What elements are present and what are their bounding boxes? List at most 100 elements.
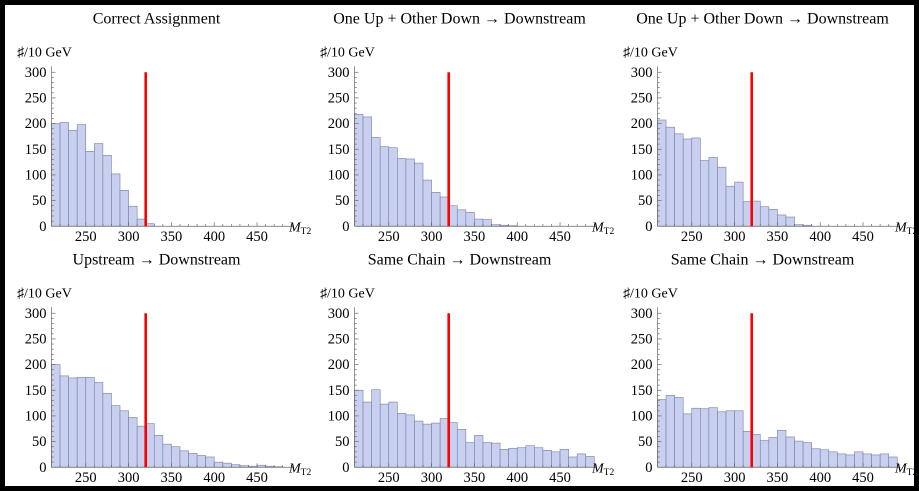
histogram-bar [102, 155, 112, 227]
histogram-bar [777, 429, 787, 468]
x-tick-label: 250 [681, 469, 703, 485]
histogram-bar [534, 446, 544, 468]
histogram-bar [708, 157, 718, 227]
y-tick-label: 300 [631, 305, 653, 321]
y-tick-label: 200 [25, 357, 47, 373]
y-axis-label: ♯/10 GeV [320, 286, 375, 301]
histogram-bar [119, 190, 129, 227]
histogram-bar [691, 137, 701, 227]
panel-title: Upstream → Downstream [73, 251, 242, 268]
histogram-bar [414, 162, 424, 227]
histogram-bar [102, 392, 112, 468]
plot-area: 250 300 350 400 450 0 50 100 150 200 250 300 [631, 305, 899, 485]
histogram-bar [568, 456, 578, 468]
histogram-bar [819, 449, 830, 468]
plot-area: 250 300 350 400 450 0 50 100 150 200 250 300 [25, 65, 293, 245]
x-axis-label-subscript: T2 [604, 467, 615, 477]
histogram-bar [474, 434, 484, 468]
histogram-bar [414, 420, 424, 468]
axes [657, 66, 899, 227]
histogram-bar [879, 453, 890, 468]
y-tick-label: 100 [25, 167, 47, 183]
histogram-bar [68, 377, 78, 468]
axes [657, 306, 899, 468]
histogram-bar [405, 158, 415, 227]
histogram-bar [379, 403, 390, 468]
histogram-panel-oneup-otherdown-a: 250 300 350 400 450 0 50 100 150 200 250 300 One Up… [308, 5, 614, 246]
histogram-bar [371, 388, 381, 468]
histogram-bar [431, 192, 441, 227]
x-tick-label: 300 [118, 469, 140, 485]
x-axis-label: MT2 [591, 461, 614, 478]
histogram-bar [362, 401, 372, 468]
x-tick-label: 400 [203, 229, 225, 245]
histogram-bar [94, 381, 104, 468]
figure-frame: 250 300 350 400 450 0 50 100 150 200 250 300 Correc… [5, 5, 917, 486]
histogram-bars [51, 363, 284, 468]
y-tick-label: 100 [328, 167, 350, 183]
panel-title: One Up + Other Down → Downstream [333, 10, 586, 27]
histogram-bar [525, 444, 535, 468]
y-tick-label: 200 [25, 116, 47, 132]
y-tick-label: 200 [631, 116, 653, 132]
y-tick-label: 0 [645, 459, 652, 475]
y-tick-label: 300 [25, 65, 47, 81]
y-tick-label: 0 [342, 459, 349, 475]
histogram-bar [759, 206, 770, 227]
y-axis-label: ♯/10 GeV [320, 45, 375, 60]
histogram-bar [354, 389, 364, 468]
histogram-bar [491, 442, 501, 468]
y-tick-label: 0 [39, 459, 46, 475]
histogram-plot-2: 250 300 350 400 450 0 50 100 150 200 250 300 One Up… [320, 10, 614, 245]
histogram-bar [85, 376, 95, 468]
histogram-bar [691, 407, 701, 468]
histogram-bar [482, 441, 492, 468]
histogram-plot-4: 250 300 350 400 450 0 50 100 150 200 250 300 Upstre… [17, 251, 311, 486]
histogram-bar [828, 451, 838, 468]
x-axis-label-main: M [894, 220, 908, 235]
y-tick-label: 150 [328, 142, 350, 158]
histogram-bar [111, 404, 121, 468]
y-tick-label: 100 [631, 408, 653, 424]
histogram-plot-6: 250 300 350 400 450 0 50 100 150 200 250 300 Same C… [623, 251, 917, 486]
histogram-bar [802, 441, 812, 468]
histogram-bar [551, 451, 561, 468]
histogram-bar [474, 218, 484, 227]
x-tick-label: 350 [464, 229, 486, 245]
x-axis-label-main: M [894, 461, 908, 476]
y-tick-label: 250 [25, 331, 47, 347]
histogram-bar [785, 436, 795, 468]
y-tick-label: 150 [25, 142, 47, 158]
histogram-bar [222, 462, 232, 468]
x-tick-label: 300 [724, 469, 746, 485]
histogram-bar [188, 452, 198, 468]
x-tick-label: 400 [506, 469, 528, 485]
histogram-bar [665, 394, 675, 468]
histogram-bar [179, 450, 189, 468]
histogram-bar [734, 409, 744, 468]
histogram-bar [397, 158, 407, 227]
histogram-bar [508, 447, 518, 468]
x-tick-label: 450 [852, 469, 874, 485]
histogram-bar [76, 124, 87, 227]
histogram-panel-oneup-otherdown-b: 250 300 350 400 450 0 50 100 150 200 250 300 One Up… [611, 5, 917, 246]
x-tick-label: 400 [809, 469, 831, 485]
axes [51, 306, 293, 468]
y-tick-label: 300 [25, 305, 47, 321]
histogram-bar [456, 209, 467, 227]
x-tick-label: 350 [767, 229, 789, 245]
y-tick-label: 0 [342, 219, 349, 235]
y-tick-label: 150 [328, 382, 350, 398]
axes [51, 66, 293, 227]
x-tick-label: 450 [549, 469, 571, 485]
y-tick-label: 150 [25, 382, 47, 398]
histogram-bar [354, 114, 364, 227]
x-tick-label: 450 [246, 229, 268, 245]
y-tick-label: 300 [328, 65, 350, 81]
x-tick-label: 350 [464, 469, 486, 485]
axes [354, 66, 596, 227]
histogram-bar [405, 414, 415, 468]
histogram-bar [845, 454, 855, 468]
histogram-bars [657, 394, 898, 468]
y-tick-label: 250 [328, 90, 350, 106]
